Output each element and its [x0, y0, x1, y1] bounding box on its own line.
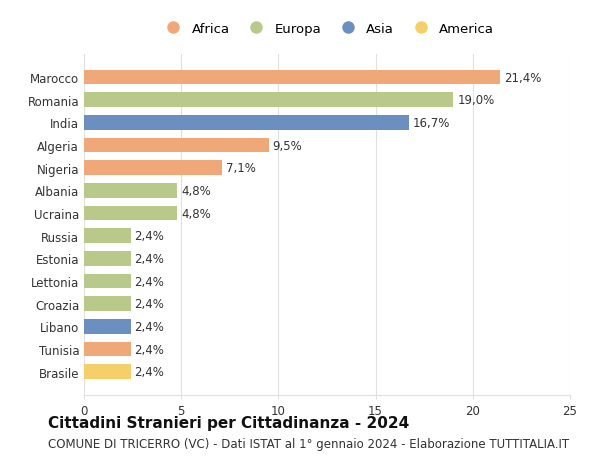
Bar: [84, 138, 269, 153]
Text: 2,4%: 2,4%: [134, 343, 164, 356]
Bar: [84, 319, 131, 334]
Text: 21,4%: 21,4%: [504, 72, 541, 84]
Bar: [84, 184, 178, 198]
Text: 2,4%: 2,4%: [134, 252, 164, 265]
Bar: [84, 116, 409, 130]
Text: 4,8%: 4,8%: [181, 185, 211, 197]
Bar: [84, 161, 222, 176]
Text: 2,4%: 2,4%: [134, 275, 164, 288]
Bar: [84, 93, 454, 108]
Text: COMUNE DI TRICERRO (VC) - Dati ISTAT al 1° gennaio 2024 - Elaborazione TUTTITALI: COMUNE DI TRICERRO (VC) - Dati ISTAT al …: [48, 437, 569, 451]
Bar: [84, 342, 131, 357]
Text: 19,0%: 19,0%: [457, 94, 494, 107]
Text: 7,1%: 7,1%: [226, 162, 256, 175]
Bar: [84, 297, 131, 312]
Text: 4,8%: 4,8%: [181, 207, 211, 220]
Text: 9,5%: 9,5%: [272, 139, 302, 152]
Bar: [84, 364, 131, 379]
Text: Cittadini Stranieri per Cittadinanza - 2024: Cittadini Stranieri per Cittadinanza - 2…: [48, 415, 409, 430]
Bar: [84, 206, 178, 221]
Text: 2,4%: 2,4%: [134, 230, 164, 243]
Bar: [84, 229, 131, 244]
Text: 2,4%: 2,4%: [134, 320, 164, 333]
Text: 2,4%: 2,4%: [134, 365, 164, 378]
Bar: [84, 252, 131, 266]
Bar: [84, 274, 131, 289]
Text: 16,7%: 16,7%: [413, 117, 450, 129]
Bar: [84, 71, 500, 85]
Text: 2,4%: 2,4%: [134, 297, 164, 311]
Legend: Africa, Europa, Asia, America: Africa, Europa, Asia, America: [155, 17, 499, 41]
